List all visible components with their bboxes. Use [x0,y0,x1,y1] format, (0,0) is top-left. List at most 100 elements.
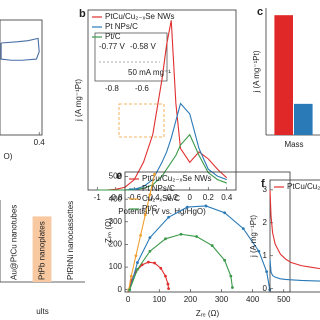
data-point [164,237,167,241]
x-tick-label: 0.4 [34,138,46,147]
category-label: PtRhNi nanocassettes [66,201,75,280]
data-point [241,227,245,231]
plot-frame [269,179,320,293]
annotation: -0.77 V [99,42,125,51]
x-tick-label: -0.8 [109,193,123,202]
data-point [210,244,214,247]
data-point [148,193,152,197]
x-tick-label: -0.6 [127,193,141,202]
x-axis-label: Potential (V vs. Hg/HgO) [118,207,206,216]
category-label: Mass [284,140,303,149]
y-tick-label: 100 [109,262,123,271]
x-tick-label: 500 [277,295,291,304]
data-point [164,274,167,278]
annotation: -0.8 [105,84,119,93]
y-axis-label: j (A mg⁻¹Pt) [252,50,261,93]
data-point [231,286,234,289]
data-point [223,258,227,262]
legend-label: Pt NPs/C [105,22,138,31]
data-point [136,267,139,271]
data-point [229,274,233,278]
inset-frame [94,32,168,82]
bar [294,103,313,135]
data-point [166,282,170,286]
y-axis-label: -Zᵢₘ (Ω) [104,218,113,246]
series-line [269,259,320,282]
data-point [128,288,132,292]
zoom-box [118,103,165,138]
series-line [129,233,233,290]
x-tick-label: 0 [188,193,193,202]
data-point [146,260,150,264]
plot-frame [87,9,237,191]
series-line [269,189,320,270]
data-point [136,261,139,264]
series-line [0,37,40,61]
x-tick-label: -1 [94,193,102,202]
legend-label: PtCu/Cu₂₋ₓSe NWs [142,174,212,183]
y-tick-label: 1 [263,251,268,260]
panel-label: f [261,178,265,190]
data-point [159,266,163,270]
y-tick-label: 500 [109,172,123,181]
plot-frame [0,19,43,136]
x-axis-label: ults [36,307,48,316]
panel-label: c [257,6,263,18]
data-point [195,235,199,238]
series-line [97,133,227,191]
data-point [134,254,138,258]
y-tick-label: 0 [263,284,268,293]
category-label: Au@PtCu nanotubes [9,205,18,280]
x-tick-label: -0.2 [164,193,178,202]
x-tick-label: 0 [126,295,131,304]
data-point [179,232,183,236]
annotation: 50 mA mg⁻¹ [128,68,171,77]
data-point [185,205,189,209]
annotation: -0.58 V [130,42,156,51]
x-tick-label: 300 [215,295,229,304]
legend-label: PtCu/Cu₂₋ₓSe NWs [105,12,175,21]
legend-label: Pt NPs/C [142,184,175,193]
x-tick-label: 200 [184,295,198,304]
x-tick-label: 0.4 [221,193,233,202]
y-tick-label: 2 [263,218,268,227]
data-point [148,236,152,240]
category-label: PtPb nanoplates [38,221,47,280]
bar [32,216,52,282]
x-tick-label: 400 [246,295,260,304]
y-tick-label: 0 [118,285,123,294]
legend-label: Cu₂₋ₓSe/C [142,194,180,203]
panel-label: e [116,170,122,182]
y-axis-label: j (A mg⁻¹Pt) [249,215,258,258]
annotation: -0.6 [135,84,149,93]
y-tick-label: 400 [109,194,123,203]
y-tick-label: 3 [263,185,268,194]
y-tick-label: 200 [109,240,123,249]
data-point [204,204,208,208]
data-point [265,270,269,274]
data-point [139,233,142,237]
data-point [257,249,261,253]
panel-label: b [79,8,86,20]
x-axis-label: O) [4,152,13,161]
data-point [167,287,170,291]
bar [274,15,293,136]
x-tick-label: 0.2 [203,193,215,202]
data-point [129,274,133,278]
y-axis-label: j (A mg⁻¹Pt) [74,79,83,122]
legend-label: Pt/C [105,32,121,41]
x-axis-label: Zᵣₑ (Ω) [196,309,220,318]
x-tick-label: 100 [153,295,167,304]
data-point [148,249,152,253]
y-tick-label: 300 [109,217,123,226]
plot-frame [124,171,291,293]
data-point [153,172,156,176]
legend-label: PtCu/Cu₂₋ₓSe NWs [287,182,320,191]
x-tick-label: -0.4 [146,193,160,202]
data-point [143,213,147,217]
data-point [153,261,156,265]
data-point [223,211,227,215]
data-point [167,215,170,219]
